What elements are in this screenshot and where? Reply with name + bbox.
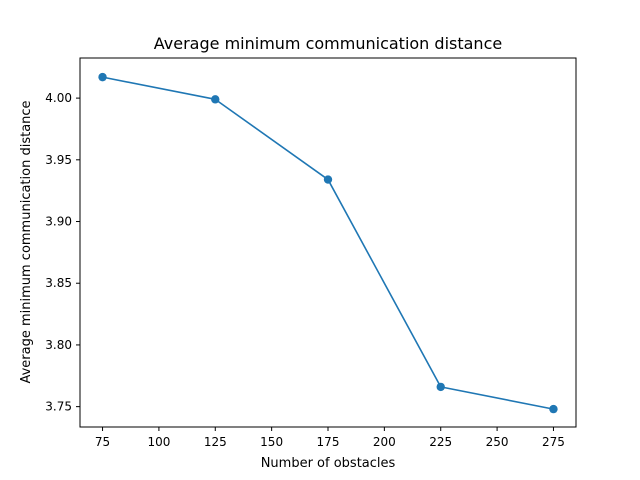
y-tick-label: 3.85 [45,276,72,290]
y-axis-label: Average minimum communication distance [19,100,34,383]
y-tick-label: 4.00 [45,91,72,105]
data-point [98,72,107,82]
data-point [323,175,333,184]
x-axis-label: Number of obstacles [261,456,396,471]
y-tick-label: 3.90 [45,215,72,229]
y-tick-label: 3.95 [45,153,72,167]
x-tick-label: 275 [542,435,565,449]
x-tick-label: 100 [147,435,170,449]
plot-area [80,58,576,427]
y-tick-label: 3.75 [45,400,72,414]
data-point [211,95,220,104]
x-tick-label: 200 [373,435,396,449]
x-tick-label: 250 [486,435,509,449]
x-tick-label: 75 [95,435,110,449]
x-tick-label: 150 [260,435,283,449]
x-axis: 75 100 125 150 175 200 225 250 275 [95,427,565,449]
x-tick-label: 225 [429,435,452,449]
data-point [436,382,445,392]
series-layer [98,72,558,414]
chart-title: Average minimum communication distance [154,34,502,53]
x-tick-label: 125 [204,435,227,449]
x-tick-label: 175 [317,435,340,449]
plot-frame [79,57,577,428]
data-point [549,404,558,414]
y-tick-label: 3.80 [45,338,72,352]
y-axis: 3.75 3.80 3.85 3.90 3.95 4.00 [45,91,80,414]
